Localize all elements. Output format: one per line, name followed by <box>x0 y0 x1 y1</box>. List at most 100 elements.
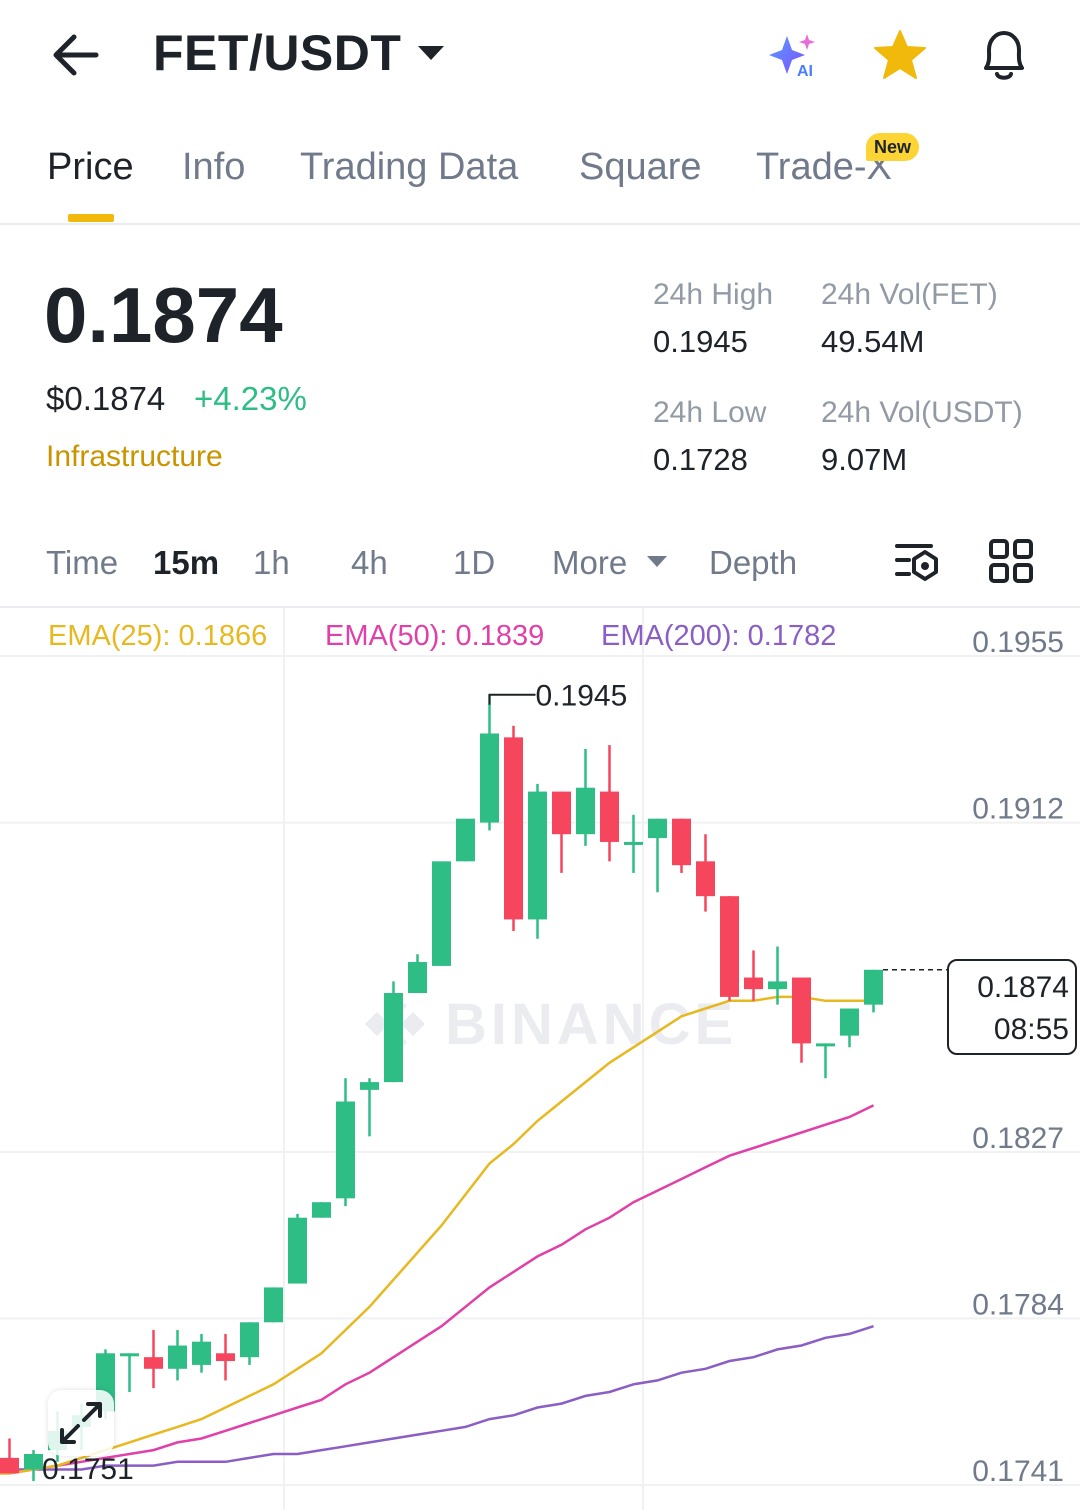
candle-body <box>720 896 739 997</box>
candle <box>144 1330 163 1389</box>
header-bar: FET/USDT AI <box>0 0 1080 110</box>
price-axis-label: 0.1741 <box>972 1455 1064 1488</box>
interval-15m[interactable]: 15m <box>153 544 220 581</box>
candle <box>312 1202 331 1218</box>
ema200-legend: EMA(200): 0.1782 <box>601 620 837 652</box>
fullscreen-button[interactable] <box>48 1390 114 1456</box>
candle-body <box>600 791 619 842</box>
price-axis-label: 0.1827 <box>972 1122 1064 1155</box>
divider <box>0 606 1080 608</box>
candle-body <box>768 981 787 990</box>
pair-title[interactable]: FET/USDT <box>153 25 402 81</box>
price-axis-label: 0.1912 <box>972 793 1064 826</box>
tab-price[interactable]: Price <box>47 146 134 188</box>
candle-body <box>480 733 499 823</box>
tab-square[interactable]: Square <box>579 146 702 188</box>
interval-1d[interactable]: 1D <box>453 544 496 581</box>
candle <box>264 1287 283 1323</box>
ema50-line <box>0 1104 875 1475</box>
new-badge: New <box>866 133 920 161</box>
candle-body <box>792 977 811 1044</box>
candle-body <box>672 818 691 866</box>
candle-body <box>360 1082 379 1090</box>
current-price-value: 0.1874 <box>977 971 1069 1004</box>
candle-body <box>648 818 667 839</box>
candle-body <box>696 861 715 897</box>
candle <box>720 896 739 1001</box>
candle-body <box>384 993 403 1083</box>
candle-body <box>528 791 547 920</box>
candle <box>744 950 763 1001</box>
interval-depth[interactable]: Depth <box>709 544 798 581</box>
bell-alert-icon[interactable] <box>976 26 1032 84</box>
favorite-star-icon[interactable] <box>872 28 928 82</box>
ema-lines <box>0 995 875 1475</box>
stat-high-label: 24h High <box>653 278 774 311</box>
candle <box>216 1333 235 1381</box>
layout-grid-icon[interactable] <box>988 538 1034 584</box>
candle <box>696 834 715 912</box>
stat-low-label: 24h Low <box>653 396 767 429</box>
price-axis-label: 0.1784 <box>972 1288 1064 1321</box>
candle-body <box>144 1357 163 1369</box>
candle-body <box>576 787 595 835</box>
tab-info[interactable]: Info <box>182 146 246 188</box>
interval-4h[interactable]: 4h <box>351 544 388 581</box>
more-caret-icon[interactable] <box>647 556 667 567</box>
back-arrow-icon[interactable] <box>48 30 104 80</box>
last-price: 0.1874 <box>44 271 283 359</box>
interval-time[interactable]: Time <box>46 544 119 581</box>
high-marker-label: 0.1945 <box>536 680 628 713</box>
candle <box>648 818 667 893</box>
candle <box>360 1078 379 1137</box>
candle-body <box>456 818 475 862</box>
candle-body <box>288 1217 307 1284</box>
candle-body <box>552 791 571 835</box>
interval-1h[interactable]: 1h <box>253 544 290 581</box>
candle <box>384 981 403 1083</box>
candle-body <box>120 1353 139 1357</box>
candle <box>480 694 499 831</box>
candle <box>840 1008 859 1048</box>
ema25-legend: EMA(25): 0.1866 <box>48 620 268 652</box>
candle <box>576 748 595 846</box>
ai-assistant-icon[interactable]: AI <box>765 30 825 80</box>
candle <box>768 946 787 1005</box>
candle-body <box>312 1202 331 1218</box>
tab-trading-data[interactable]: Trading Data <box>300 146 519 188</box>
candle <box>24 1450 43 1482</box>
pair-dropdown-caret-icon[interactable] <box>418 46 444 60</box>
price-axis-label: 0.1955 <box>972 626 1064 659</box>
candle-body <box>624 841 643 845</box>
interval-more[interactable]: More <box>552 544 628 581</box>
candle <box>168 1330 187 1381</box>
candles <box>0 694 883 1482</box>
candle <box>0 1438 19 1474</box>
usd-price: $0.1874 <box>46 380 166 417</box>
candle <box>528 783 547 939</box>
candle-body <box>408 962 427 994</box>
candle <box>408 954 427 994</box>
candle <box>456 818 475 862</box>
price-change-percent: +4.23% <box>194 380 307 417</box>
candle <box>624 814 643 873</box>
candle-body <box>864 969 883 1005</box>
candle <box>120 1353 139 1393</box>
candle-body <box>840 1008 859 1036</box>
candle <box>192 1333 211 1373</box>
candle-body <box>0 1457 19 1474</box>
stat-high-value: 0.1945 <box>653 324 748 359</box>
chart-grid <box>0 608 1080 1510</box>
active-tab-indicator <box>68 214 114 222</box>
candle-body <box>192 1341 211 1365</box>
chart-settings-icon[interactable] <box>893 540 941 584</box>
stat-vol-quote-label: 24h Vol(USDT) <box>821 396 1023 429</box>
candle-body <box>744 977 763 990</box>
category-tag[interactable]: Infrastructure <box>46 440 223 473</box>
candle <box>864 969 883 1013</box>
candle <box>792 977 811 1063</box>
low-marker-label: 0.1751 <box>42 1453 134 1486</box>
candle <box>816 1043 835 1079</box>
price-chart[interactable]: BINANCE 0.1955 0.1912 0.1827 0.1784 0.1741 0… <box>0 608 1080 1510</box>
current-price-tag: 0.1874 08:55 <box>947 959 1077 1055</box>
